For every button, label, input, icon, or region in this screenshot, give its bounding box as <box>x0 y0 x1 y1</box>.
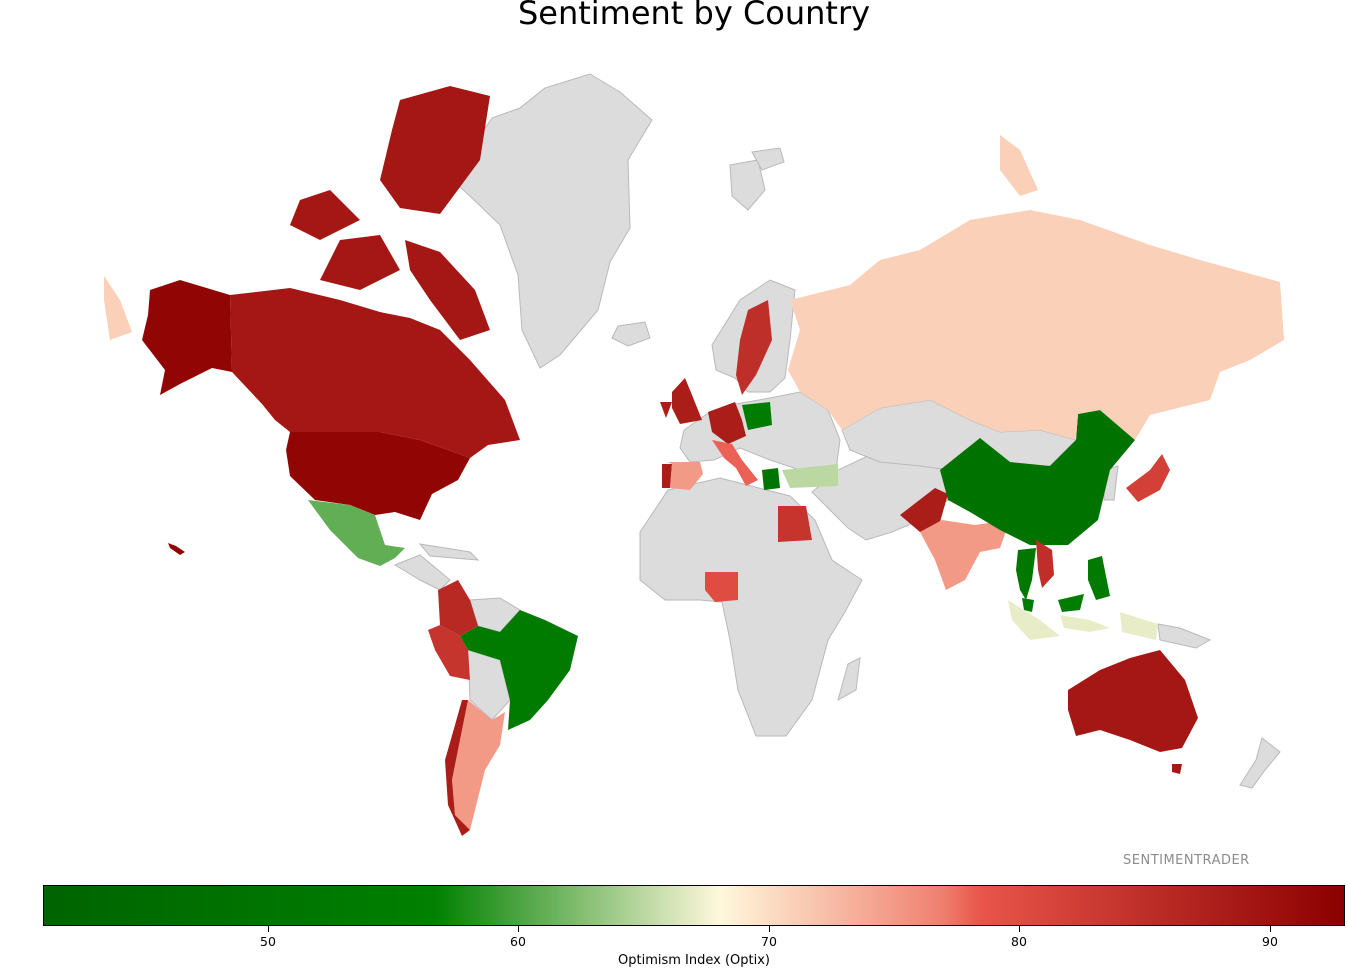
country-italy <box>712 440 758 486</box>
watermark: SENTIMENTRADER <box>1123 853 1250 868</box>
country-malaysia <box>1022 594 1084 612</box>
country-india <box>920 520 1010 590</box>
caribbean-shape <box>418 543 480 561</box>
country-australia <box>1068 650 1198 774</box>
country-sweden <box>736 300 772 395</box>
country-poland <box>742 402 772 430</box>
colorbar-tick-label: 60 <box>510 934 526 949</box>
colorbar-tick-label: 50 <box>260 934 276 949</box>
world-map <box>104 73 1284 836</box>
central-america-shape <box>393 554 451 591</box>
colorbar-tick-90 <box>1270 926 1271 932</box>
country-colombia <box>438 580 478 636</box>
country-peru <box>428 625 470 680</box>
colorbar-tick-60 <box>518 926 519 932</box>
country-brazil <box>460 610 578 730</box>
country-alaska <box>142 280 232 395</box>
country-vietnam <box>1036 540 1054 588</box>
country-hawaii <box>168 543 185 555</box>
madagascar-shape <box>837 657 861 702</box>
map-title: Sentiment by Country <box>517 0 871 32</box>
country-portugal <box>662 464 672 488</box>
country-united-states <box>286 432 470 520</box>
country-argentina <box>452 700 505 830</box>
country-nigeria <box>705 572 738 602</box>
country-spain <box>668 462 703 490</box>
colorbar <box>43 885 1345 926</box>
colorbar-tick-label: 70 <box>761 934 777 949</box>
country-chile <box>445 700 470 836</box>
svalbard-east-shape <box>751 147 785 171</box>
country-mexico <box>308 500 405 566</box>
country-turkey <box>782 464 838 488</box>
country-greece <box>762 468 780 490</box>
colorbar-tick-50 <box>268 926 269 932</box>
country-germany <box>708 402 746 444</box>
country-united-kingdom <box>660 378 702 424</box>
iceland-shape <box>611 321 651 347</box>
country-canada <box>230 86 520 458</box>
africa-shape <box>639 477 863 737</box>
colorbar-tick-label: 80 <box>1011 934 1027 949</box>
colorbar-tick-label: 90 <box>1262 934 1278 949</box>
country-russia <box>104 135 1284 440</box>
country-pakistan <box>900 488 948 532</box>
colorbar-label: Optimism Index (Optix) <box>618 953 770 968</box>
country-china <box>940 410 1135 545</box>
country-thailand <box>1016 548 1036 600</box>
country-indonesia <box>1008 600 1158 640</box>
country-egypt <box>778 506 812 542</box>
country-philippines <box>1088 556 1110 600</box>
colorbar-tick-70 <box>769 926 770 932</box>
svalbard-shape <box>729 159 766 211</box>
colorbar-tick-80 <box>1019 926 1020 932</box>
new-zealand-shape <box>1239 737 1281 789</box>
new-guinea-shape <box>1157 623 1212 649</box>
country-japan <box>1126 454 1170 502</box>
